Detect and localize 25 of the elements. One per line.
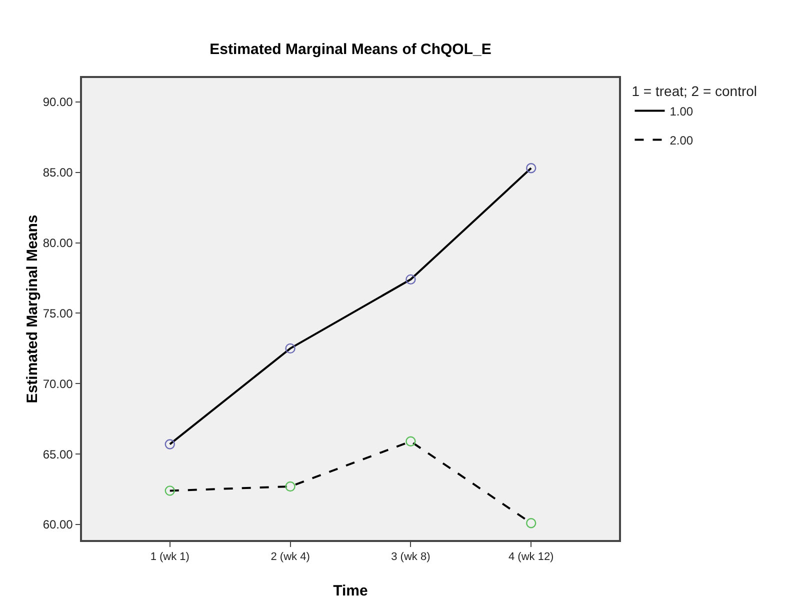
y-tick-label: 75.00 — [42, 306, 74, 320]
point — [164, 439, 175, 450]
point — [406, 436, 416, 446]
point — [406, 274, 416, 285]
point — [526, 163, 536, 174]
y-tick-label: 70.00 — [42, 376, 74, 391]
y-tick-label: 80.00 — [42, 236, 74, 250]
point — [526, 518, 536, 528]
y-axis-title: Estimated Marginal Means — [24, 214, 41, 404]
x-tick-label: 1 (wk 1) — [150, 550, 190, 563]
x-tick-label: 2 (wk 4) — [270, 550, 310, 563]
chart-title: Estimated Marginal Means of ChQOL_E — [210, 41, 492, 58]
x-tick-label: 3 (wk 8) — [391, 550, 430, 563]
y-tick-label: 60.00 — [42, 518, 74, 532]
y-tick-label: 90.00 — [42, 95, 74, 110]
x-tick-label: 4 (wk 12) — [508, 550, 554, 563]
y-tick-label: 65.00 — [42, 447, 74, 462]
point — [285, 481, 296, 492]
legend-title: 1 = treat; 2 = control — [632, 83, 758, 100]
legend-label: 2.00 — [670, 133, 694, 148]
point — [164, 486, 175, 496]
x-axis-title: Time — [333, 582, 368, 600]
legend-label: 1.00 — [670, 104, 694, 118]
point — [285, 343, 296, 354]
y-tick-label: 85.00 — [42, 166, 74, 180]
